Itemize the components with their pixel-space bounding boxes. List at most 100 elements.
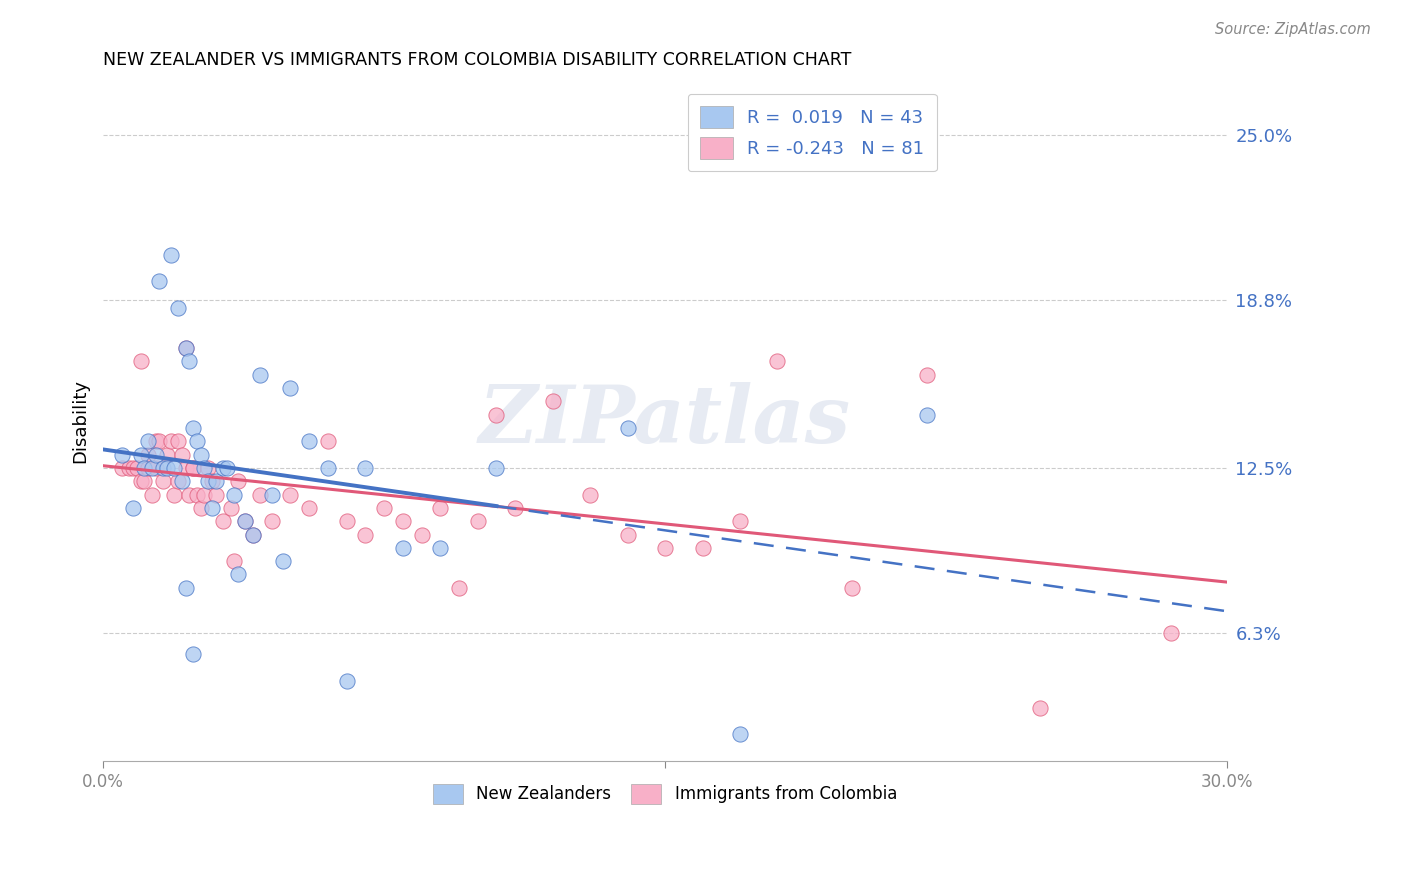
Point (163, 461, 186, 475)
Y-axis label: Disability: Disability (72, 379, 89, 463)
Point (226, 474, 249, 488)
Point (485, 461, 508, 475)
Point (159, 434, 181, 449)
Point (579, 487, 602, 501)
Point (242, 527, 264, 541)
Point (122, 500, 145, 515)
Point (467, 514, 489, 528)
Point (354, 461, 377, 475)
Text: NEW ZEALANDER VS IMMIGRANTS FROM COLOMBIA DISABILITY CORRELATION CHART: NEW ZEALANDER VS IMMIGRANTS FROM COLOMBI… (103, 51, 852, 69)
Point (145, 434, 167, 449)
Point (186, 434, 208, 449)
Point (204, 487, 226, 501)
Point (148, 274, 170, 288)
Point (136, 461, 159, 475)
Text: ZIPatlas: ZIPatlas (479, 383, 851, 460)
Point (181, 461, 204, 475)
Point (429, 500, 451, 515)
Point (179, 354, 201, 368)
Point (156, 461, 179, 475)
Point (141, 487, 163, 501)
Point (260, 487, 283, 501)
Point (235, 514, 257, 528)
Point (152, 461, 174, 475)
Point (134, 461, 156, 475)
Point (235, 514, 257, 528)
Point (280, 487, 302, 501)
Point (503, 500, 526, 515)
Point (280, 381, 302, 395)
Point (917, 408, 939, 422)
Point (224, 554, 246, 568)
Point (249, 368, 271, 382)
Point (148, 434, 170, 449)
Point (215, 461, 238, 475)
Point (485, 408, 508, 422)
Point (271, 554, 294, 568)
Point (219, 500, 242, 515)
Point (692, 541, 714, 555)
Point (212, 461, 235, 475)
Point (392, 541, 415, 555)
Point (111, 448, 134, 462)
Point (298, 500, 321, 515)
Point (145, 461, 167, 475)
Point (616, 421, 638, 435)
Point (447, 581, 470, 595)
Point (193, 461, 215, 475)
Point (249, 487, 271, 501)
Point (336, 514, 359, 528)
Point (174, 341, 197, 355)
Point (541, 394, 564, 409)
Point (411, 527, 433, 541)
Point (201, 500, 224, 515)
Point (129, 474, 152, 488)
Point (226, 567, 249, 582)
Point (392, 514, 415, 528)
Point (201, 474, 224, 488)
Point (145, 448, 167, 462)
Point (156, 448, 179, 462)
Point (174, 461, 197, 475)
Point (298, 434, 321, 449)
Point (224, 487, 246, 501)
Point (122, 461, 145, 475)
Point (190, 500, 212, 515)
Point (179, 487, 201, 501)
Point (181, 421, 204, 435)
Point (136, 434, 159, 449)
Point (141, 461, 163, 475)
Point (193, 487, 215, 501)
Point (429, 541, 451, 555)
Point (728, 727, 751, 741)
Point (204, 474, 226, 488)
Point (152, 474, 174, 488)
Point (163, 487, 186, 501)
Point (336, 674, 359, 689)
Point (134, 474, 156, 488)
Point (159, 247, 181, 261)
Point (170, 448, 193, 462)
Point (242, 527, 264, 541)
Point (1160, 626, 1182, 640)
Point (181, 648, 204, 662)
Point (197, 474, 219, 488)
Point (354, 527, 377, 541)
Point (316, 461, 339, 475)
Point (174, 581, 197, 595)
Point (766, 354, 789, 368)
Point (260, 514, 283, 528)
Point (316, 434, 339, 449)
Point (111, 461, 134, 475)
Point (654, 541, 676, 555)
Point (728, 514, 751, 528)
Point (190, 448, 212, 462)
Point (167, 301, 190, 315)
Point (125, 461, 148, 475)
Point (136, 448, 159, 462)
Point (167, 474, 190, 488)
Point (181, 461, 204, 475)
Point (174, 341, 197, 355)
Point (616, 527, 638, 541)
Point (212, 514, 235, 528)
